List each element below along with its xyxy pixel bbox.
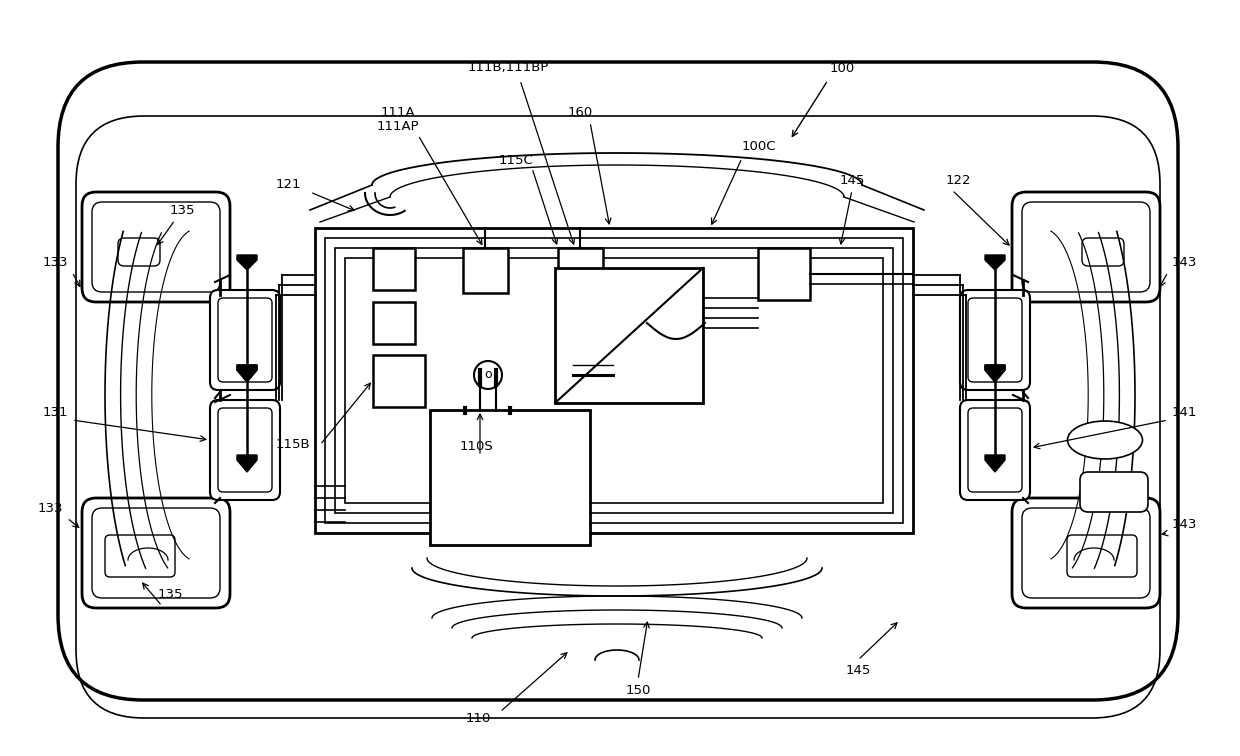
Text: 121: 121 [275,178,301,191]
Bar [430,410,590,545]
FancyBboxPatch shape [105,535,175,577]
Polygon shape [985,365,1004,382]
Text: 141: 141 [1172,405,1198,419]
Text: o: o [484,368,492,382]
Text: 143: 143 [1172,256,1198,268]
Text: 115C: 115C [498,153,533,166]
Text: 150: 150 [625,683,651,696]
FancyBboxPatch shape [1022,202,1149,292]
FancyBboxPatch shape [1066,535,1137,577]
Polygon shape [985,255,1004,270]
Bar [335,248,893,513]
Bar [373,302,415,344]
FancyBboxPatch shape [218,408,272,492]
FancyBboxPatch shape [1012,192,1159,302]
FancyBboxPatch shape [1012,498,1159,608]
Text: 111B,111BP: 111B,111BP [467,61,548,75]
Bar [373,248,415,290]
FancyBboxPatch shape [960,400,1030,500]
Text: 135: 135 [169,203,195,216]
Text: 131: 131 [42,405,68,419]
Text: 133: 133 [42,256,68,268]
Bar [758,248,810,300]
Text: 145: 145 [846,664,870,677]
Text: 122: 122 [945,173,971,187]
Text: 110: 110 [465,711,491,724]
FancyBboxPatch shape [968,298,1022,382]
Bar [558,248,603,293]
Text: 100: 100 [830,61,856,75]
Text: 110S: 110S [459,441,492,454]
Text: 145: 145 [839,173,864,187]
FancyBboxPatch shape [1080,472,1148,512]
Text: 115B: 115B [275,438,310,451]
Text: 111A: 111A [381,106,415,119]
Polygon shape [237,365,257,382]
FancyBboxPatch shape [968,408,1022,492]
FancyBboxPatch shape [92,508,219,598]
Text: 160: 160 [568,106,593,119]
Text: 100C: 100C [742,141,776,153]
FancyBboxPatch shape [210,400,280,500]
FancyBboxPatch shape [1083,238,1123,266]
Polygon shape [985,365,1004,382]
Bar [325,238,903,523]
FancyBboxPatch shape [92,202,219,292]
FancyBboxPatch shape [58,62,1178,700]
FancyBboxPatch shape [960,290,1030,390]
FancyBboxPatch shape [82,498,229,608]
FancyBboxPatch shape [1022,508,1149,598]
FancyBboxPatch shape [218,298,272,382]
Bar [463,248,508,293]
Text: 143: 143 [1172,519,1198,531]
Bar [345,258,883,503]
Text: 133: 133 [37,501,63,515]
Ellipse shape [1068,421,1142,459]
Polygon shape [237,365,257,382]
Bar [556,268,703,403]
Bar [373,355,425,407]
FancyBboxPatch shape [82,192,229,302]
Text: 135: 135 [157,588,182,602]
Polygon shape [985,455,1004,472]
Text: 111AP: 111AP [377,120,419,134]
Polygon shape [237,255,257,270]
FancyBboxPatch shape [210,290,280,390]
Polygon shape [237,455,257,472]
FancyBboxPatch shape [118,238,160,266]
Bar [315,228,913,533]
